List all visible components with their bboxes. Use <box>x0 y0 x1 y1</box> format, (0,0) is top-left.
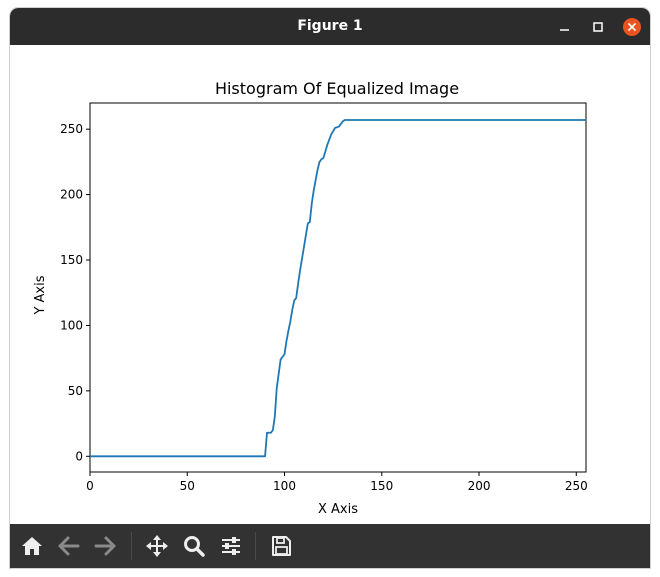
y-tick-label: 0 <box>75 449 83 463</box>
pan-button[interactable] <box>141 530 173 562</box>
configure-subplots-icon <box>222 537 240 555</box>
minimize-button[interactable] <box>555 17 575 37</box>
window-title: Figure 1 <box>297 18 363 34</box>
data-line <box>90 119 586 458</box>
x-tick-label: 50 <box>180 479 195 493</box>
back-button[interactable] <box>53 530 85 562</box>
x-tick-label: 0 <box>86 479 94 493</box>
axes-frame <box>89 102 587 473</box>
zoom-button[interactable] <box>178 530 210 562</box>
home-button[interactable] <box>16 530 48 562</box>
y-axis-label: Y Axis <box>33 275 48 315</box>
x-tick-label: 100 <box>273 479 296 493</box>
pan-icon <box>146 535 168 557</box>
close-button[interactable] <box>622 17 642 37</box>
maximize-button[interactable] <box>588 17 608 37</box>
y-tick-label: 100 <box>60 318 83 332</box>
forward-icon <box>94 536 116 556</box>
x-tick-label: 250 <box>565 479 588 493</box>
chart-title: Histogram Of Equalized Image <box>215 79 459 98</box>
x-tick-label: 150 <box>370 479 393 493</box>
configure-subplots-button[interactable] <box>215 530 247 562</box>
y-tick-label: 150 <box>60 253 83 267</box>
zoom-icon <box>184 536 205 557</box>
y-tick-label: 250 <box>60 122 83 136</box>
plot-area: 0 50 100 150 200 250 0 50 100 150 200 250 <box>60 102 588 493</box>
forward-button[interactable] <box>89 530 121 562</box>
maximize-icon <box>593 22 603 32</box>
navigation-toolbar <box>10 524 650 568</box>
back-icon <box>58 536 80 556</box>
minimize-icon <box>560 29 569 31</box>
home-icon <box>22 537 42 555</box>
title-bar[interactable]: Figure 1 <box>10 8 650 45</box>
x-tick-label: 200 <box>468 479 491 493</box>
y-tick-label: 200 <box>60 188 83 202</box>
save-button[interactable] <box>265 530 297 562</box>
save-icon <box>272 536 291 556</box>
close-icon <box>623 18 641 36</box>
toolbar-separator <box>255 532 256 560</box>
x-axis-label: X Axis <box>318 502 358 517</box>
toolbar-separator <box>131 532 132 560</box>
plot-canvas[interactable]: Histogram Of Equalized Image 0 50 100 150 20… <box>10 8 650 524</box>
figure-window: Figure 1 Histogram Of Equalized Image 0 5… <box>10 8 650 568</box>
y-tick-label: 50 <box>68 384 83 398</box>
